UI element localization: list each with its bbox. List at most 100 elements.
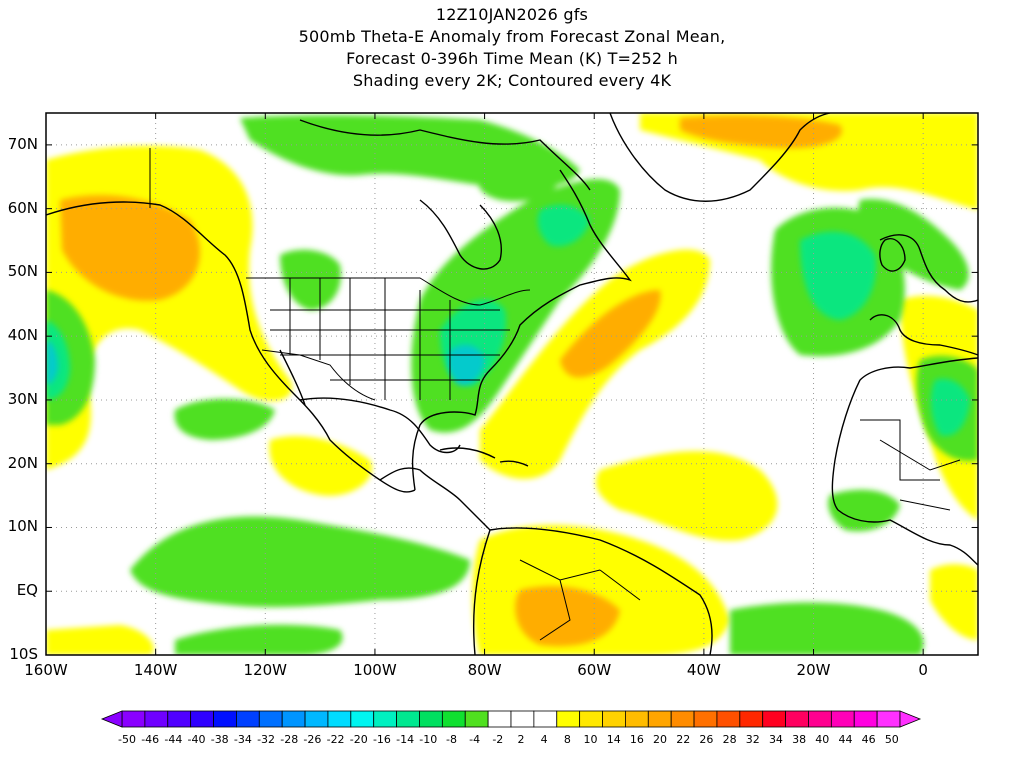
lat-label-20N: 20N	[7, 453, 38, 472]
coastlines	[46, 113, 978, 655]
shade-teal-labrador	[537, 204, 590, 247]
shade-green-south-atlantic	[730, 602, 924, 655]
coast-gulf	[299, 397, 461, 454]
lat-label-10S: 10S	[9, 645, 38, 663]
lat-label-40N: 40N	[7, 326, 38, 345]
lon-label-120W: 120W	[243, 661, 288, 679]
lon-label-20W: 20W	[796, 661, 831, 679]
colorbar-label--20: -20	[349, 733, 368, 746]
map-gridlines	[46, 113, 978, 655]
colorbar-label-34: 34	[768, 733, 783, 746]
shade-green-scandinavia	[858, 199, 969, 290]
lat-label-30N: 30N	[7, 389, 38, 408]
us-state-grid	[270, 278, 510, 400]
colorbar-label-28: 28	[722, 733, 737, 746]
axis-ticks	[45, 113, 978, 656]
colorbar-label-50: 50	[884, 733, 899, 746]
shade-teal-north-atlantic	[800, 231, 876, 320]
lat-label-EQ: EQ	[16, 581, 38, 600]
colorbar-label--40: -40	[187, 733, 206, 746]
colorbar-label-40: 40	[815, 733, 830, 746]
colorbar-label--28: -28	[280, 733, 299, 746]
lat-label-10N: 10N	[7, 517, 38, 536]
colorbar-label-38: 38	[792, 733, 807, 746]
colorbar-label--4: -4	[469, 733, 481, 746]
lat-label-50N: 50N	[7, 262, 38, 281]
shade-orange-gulf-of-alaska	[60, 195, 200, 301]
colorbar-label--34: -34	[233, 733, 252, 746]
shade-orange-greenland	[680, 115, 842, 149]
colorbar-label-10: 10	[583, 733, 598, 746]
colorbar-label--46: -46	[141, 733, 160, 746]
lon-label-160W: 160W	[24, 661, 68, 679]
colorbar-label-44: 44	[838, 733, 853, 746]
lat-label-70N: 70N	[7, 134, 38, 153]
lon-label-40W: 40W	[686, 661, 721, 679]
coast-canadian-arctic	[299, 119, 591, 191]
lon-label-60W: 60W	[577, 661, 612, 679]
colorbar-label--22: -22	[326, 733, 345, 746]
shading-layer	[46, 113, 978, 655]
colorbar-label-46: 46	[861, 733, 876, 746]
colorbar-label-4: 4	[540, 733, 548, 746]
colorbar-label-14: 14	[606, 733, 621, 746]
coast-hispaniola	[499, 460, 529, 467]
lat-label-60N: 60N	[7, 198, 38, 217]
shade-yellow-south-pacific	[46, 625, 154, 655]
colorbar-label--8: -8	[445, 733, 457, 746]
shade-orange-atlantic	[560, 290, 661, 378]
lon-label-0: 0	[918, 661, 928, 679]
border-us-canada	[246, 277, 531, 306]
lon-label-80W: 80W	[467, 661, 502, 679]
shade-yellow-tropical-atlantic	[596, 451, 778, 541]
shade-green-tropical-pacific-south	[175, 624, 343, 655]
colorbar-label--16: -16	[372, 733, 391, 746]
coast-africa	[831, 357, 978, 566]
coast-hudson-bay	[419, 199, 502, 270]
coast-cuba	[439, 447, 496, 459]
title-line-4: Shading every 2K; Contoured every 4K	[352, 71, 672, 90]
title-line-3: Forecast 0-396h Time Mean (K) T=252 h	[346, 49, 678, 68]
coast-central-america	[379, 467, 491, 531]
shade-green-hawaii	[174, 398, 275, 440]
colorbar-label--44: -44	[164, 733, 183, 746]
plot-frame	[45, 112, 979, 656]
colorbar-label--38: -38	[210, 733, 229, 746]
colorbar-label-32: 32	[745, 733, 760, 746]
colorbar-label--14: -14	[396, 733, 415, 746]
colorbar-label--26: -26	[303, 733, 322, 746]
coast-north-america-east	[411, 169, 632, 491]
shade-blue-north-pacific	[46, 340, 58, 385]
shade-green-northwest-us	[280, 249, 341, 310]
shade-yellow-south-atlantic-east	[930, 564, 978, 640]
coast-south-america	[472, 527, 713, 655]
colorbar-label-16: 16	[629, 733, 644, 746]
shade-green-canada	[240, 115, 580, 188]
colorbar-label--10: -10	[419, 733, 438, 746]
coast-europe	[869, 234, 978, 356]
political-boundaries	[149, 148, 961, 641]
coast-greenland	[609, 113, 831, 202]
border-western-sahara	[860, 419, 940, 481]
title-line-1: 12Z10JAN2026 gfs	[435, 5, 589, 24]
title-line-2: 500mb Theta-E Anomaly from Forecast Zona…	[298, 27, 726, 46]
colorbar-label-2: 2	[517, 733, 525, 746]
border-us-mexico	[261, 349, 376, 401]
shade-green-tropical-pacific	[130, 516, 470, 608]
colorbar-label-20: 20	[653, 733, 668, 746]
colorbar-label-8: 8	[563, 733, 571, 746]
coast-north-america-west	[46, 201, 416, 493]
coast-british-isles	[879, 238, 906, 272]
colorbar-label--2: -2	[492, 733, 504, 746]
border-africa-inner	[879, 439, 961, 511]
shade-yellow-mexico	[269, 436, 372, 496]
shade-green-baffin	[478, 167, 560, 202]
colorbar-label--32: -32	[257, 733, 276, 746]
colorbar-label--50: -50	[118, 733, 136, 746]
shade-orange-brazil	[515, 586, 620, 647]
colorbar-label-26: 26	[699, 733, 714, 746]
lon-label-140W: 140W	[133, 661, 178, 679]
lon-label-100W: 100W	[353, 661, 397, 679]
colorbar-label-22: 22	[676, 733, 691, 746]
